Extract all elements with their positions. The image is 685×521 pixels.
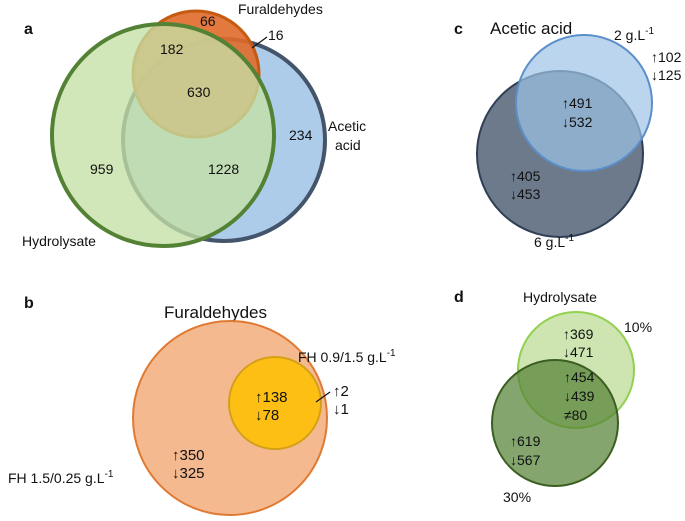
acetic-set-label-line1: Acetic <box>328 118 366 134</box>
panel-b-title: Furaldehydes <box>164 303 267 322</box>
fh-large-only-down: ↓325 <box>172 465 205 482</box>
count-hydrolysate-acetic: 1228 <box>208 161 239 177</box>
pointer-line-16 <box>251 36 268 49</box>
panel-c: c Acetic acid 2 g.L-1 6 g.L-1 ↑102 ↓125 … <box>454 19 682 250</box>
hydrolysate-set-label: Hydrolysate <box>22 233 96 249</box>
panel-a-letter: a <box>24 21 33 38</box>
count-furaldehydes-only: 66 <box>200 13 216 29</box>
fh-large-label: FH 1.5/0.25 g.L-1 <box>8 469 114 486</box>
panel-d-letter: d <box>454 289 464 306</box>
acetic-set-label-line2: acid <box>335 137 361 153</box>
count-all-three: 630 <box>187 84 211 100</box>
hydrolysate-30-label: 30% <box>503 489 531 505</box>
hydrolysate-30-only-down: ↓567 <box>510 452 541 468</box>
acetic-6g-only-up: ↑405 <box>510 168 541 184</box>
fh-small-only-up: ↑2 <box>333 383 349 400</box>
acetic-2g-only-up: ↑102 <box>651 49 682 65</box>
fh-large-only-up: ↑350 <box>172 447 205 464</box>
fh-overlap-down: ↓78 <box>255 407 279 424</box>
count-hydrolysate-only: 959 <box>90 161 114 177</box>
fh-small-label: FH 0.9/1.5 g.L-1 <box>298 348 396 365</box>
panel-c-letter: c <box>454 21 463 38</box>
furaldehydes-set-label: Furaldehydes <box>238 1 323 17</box>
hydrolysate-overlap-down: ↓439 <box>564 388 595 404</box>
acetic-2g-label: 2 g.L-1 <box>614 26 654 43</box>
acetic-2g-circle <box>515 34 653 172</box>
acetic-2g-only-down: ↓125 <box>651 67 682 83</box>
hydrolysate-10-only-down: ↓471 <box>563 344 594 360</box>
acetic-6g-only-down: ↓453 <box>510 186 541 202</box>
panel-d: d Hydrolysate 10% 30% ↑369 ↓471 ↑454 ↓43… <box>454 289 652 505</box>
hydrolysate-circle <box>50 22 276 248</box>
acetic-6g-label: 6 g.L-1 <box>534 233 574 250</box>
panel-b: b Furaldehydes FH 0.9/1.5 g.L-1 FH 1.5/0… <box>8 295 396 516</box>
count-furaldehydes-hydrolysate: 182 <box>160 41 184 57</box>
fh-small-circle <box>228 356 322 450</box>
hydrolysate-overlap-up: ↑454 <box>564 369 595 385</box>
panel-a: a Furaldehydes Acetic acid Hydrolysate 6… <box>22 1 366 249</box>
fh-overlap-up: ↑138 <box>255 389 288 406</box>
panel-d-title: Hydrolysate <box>523 289 597 305</box>
panel-b-letter: b <box>24 295 34 312</box>
count-furaldehydes-acetic: 16 <box>268 27 284 43</box>
acetic-overlap-up: ↑491 <box>562 95 593 111</box>
hydrolysate-30-only-up: ↑619 <box>510 433 541 449</box>
hydrolysate-10-only-up: ↑369 <box>563 326 594 342</box>
hydrolysate-overlap-ne: ≠80 <box>564 407 587 423</box>
acetic-overlap-down: ↓532 <box>562 114 593 130</box>
fh-small-only-down: ↓1 <box>333 401 349 418</box>
pointer-line-fh-small <box>315 391 331 403</box>
hydrolysate-30-circle <box>491 359 619 487</box>
count-acetic-only: 234 <box>289 127 313 143</box>
panel-c-title: Acetic acid <box>490 19 572 38</box>
hydrolysate-10-label: 10% <box>624 319 652 335</box>
